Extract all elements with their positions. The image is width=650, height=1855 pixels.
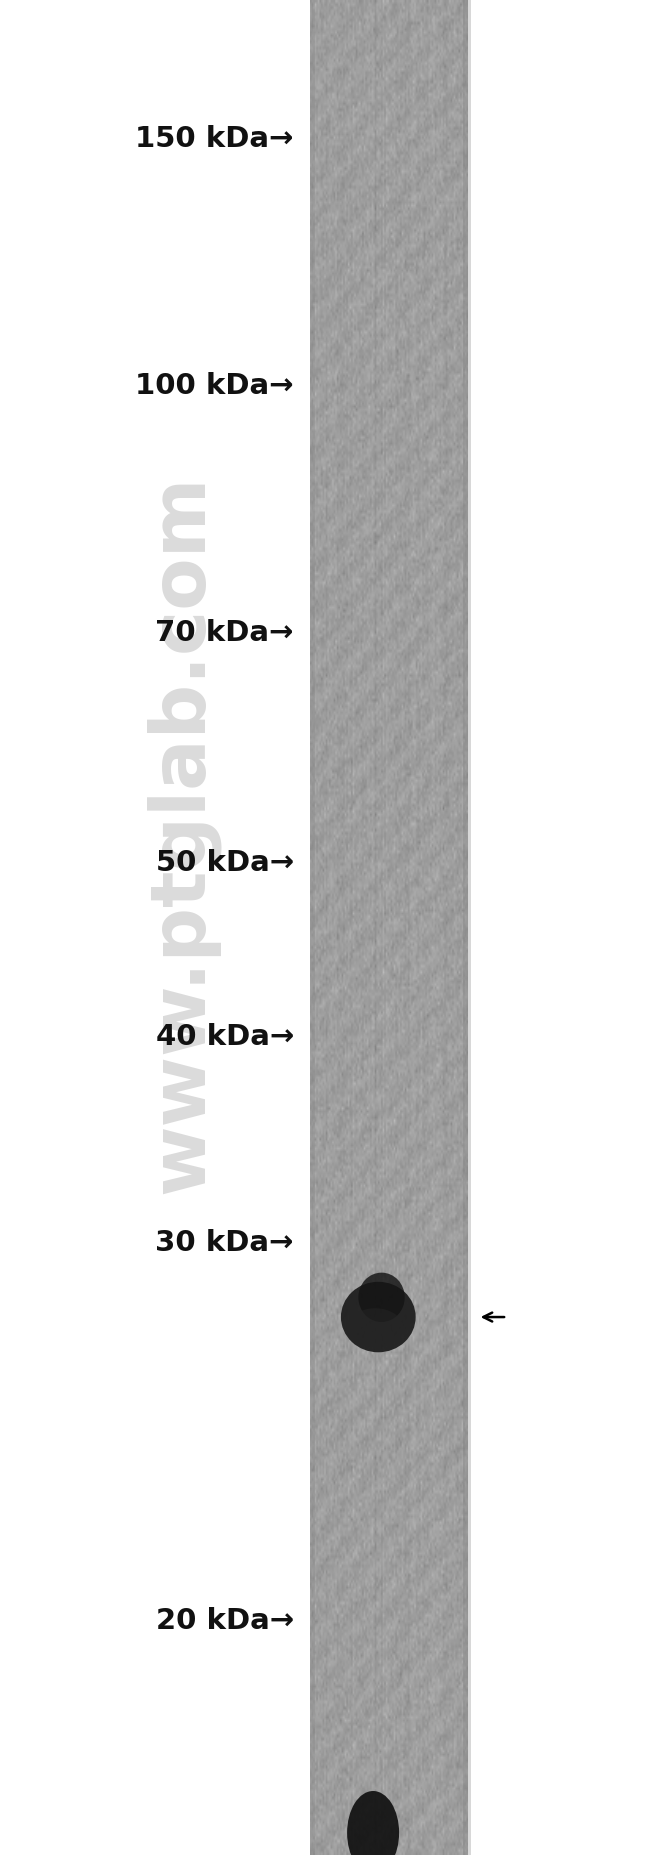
Bar bbox=[463, 0, 471, 1855]
Ellipse shape bbox=[341, 1282, 416, 1352]
Ellipse shape bbox=[347, 1792, 399, 1855]
Text: 40 kDa→: 40 kDa→ bbox=[155, 1022, 294, 1052]
Ellipse shape bbox=[358, 1273, 405, 1323]
Text: 20 kDa→: 20 kDa→ bbox=[155, 1606, 294, 1636]
Text: 30 kDa→: 30 kDa→ bbox=[155, 1228, 294, 1258]
Text: 100 kDa→: 100 kDa→ bbox=[135, 371, 294, 401]
Text: 70 kDa→: 70 kDa→ bbox=[155, 618, 294, 647]
Text: 50 kDa→: 50 kDa→ bbox=[155, 848, 294, 877]
Ellipse shape bbox=[347, 1308, 403, 1347]
Bar bbox=[310, 0, 315, 1855]
Text: www.ptglab.com: www.ptglab.com bbox=[145, 475, 219, 1195]
Text: 150 kDa→: 150 kDa→ bbox=[135, 124, 294, 154]
